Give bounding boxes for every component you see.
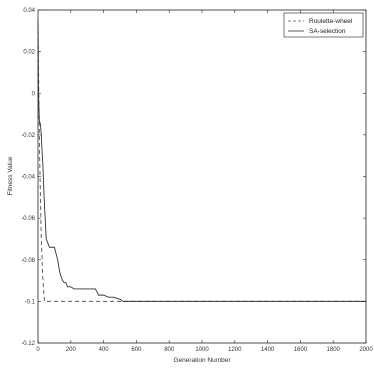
x-tick-label: 1400 (261, 347, 275, 353)
x-tick-label: 1800 (327, 347, 341, 353)
y-tick-label: -0.12 (21, 341, 35, 347)
x-tick-label: 800 (164, 347, 175, 353)
x-tick-label: 400 (99, 347, 110, 353)
plot-area (37, 9, 367, 344)
y-axis: -0.12 -0.1 -0.08 -0.06 -0.04 -0.02 0 0.02 0.04 (21, 8, 366, 347)
series-line-sa-selection (37, 20, 366, 302)
y-tick-label: 0 (32, 91, 36, 97)
legend: Roulette-wheel SA-selection (283, 12, 364, 38)
y-tick-label: -0.1 (25, 299, 36, 305)
x-tick-label: 200 (66, 347, 77, 353)
y-tick-label: -0.08 (21, 258, 35, 264)
y-tick-label: 0.02 (23, 50, 35, 56)
y-axis-title: Fitness Value (7, 156, 14, 195)
x-tick-label: 1600 (294, 347, 308, 353)
x-tick-label: 0 (36, 347, 40, 353)
x-tick-label: 600 (131, 347, 142, 353)
y-tick-label: -0.02 (21, 133, 35, 139)
legend-label-sa: SA-selection (309, 28, 346, 35)
legend-label-roulette: Roulette-wheel (309, 18, 353, 25)
y-tick-label: 0.04 (23, 8, 35, 14)
x-axis-title: Generation Number (173, 357, 231, 364)
y-tick-label: -0.04 (21, 175, 35, 181)
y-tick-label: -0.06 (21, 216, 35, 222)
legend-box (283, 12, 364, 38)
x-tick-label: 1000 (195, 347, 209, 353)
x-tick-label: 2000 (359, 347, 373, 353)
series-layer (37, 9, 366, 302)
x-tick-label: 1200 (228, 347, 242, 353)
